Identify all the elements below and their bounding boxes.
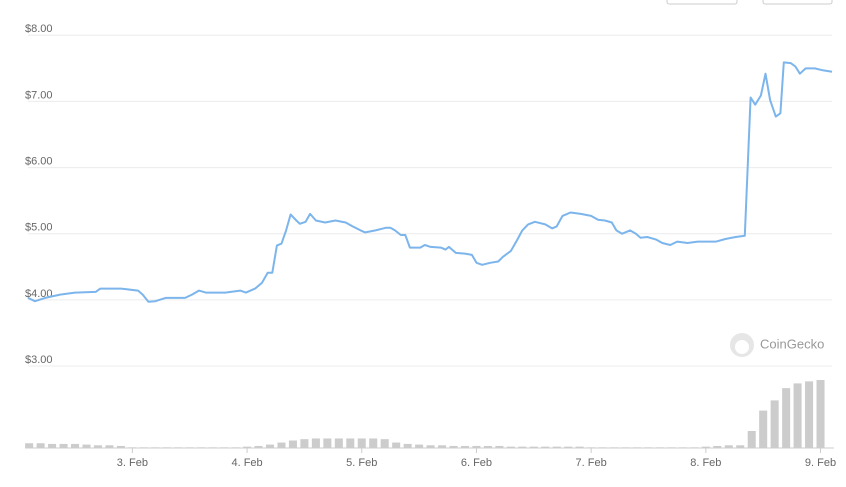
- range-button[interactable]: [666, 0, 738, 5]
- volume-bar: [426, 445, 435, 448]
- plot: $3.00 $4.00 $5.00 $6.00 $7.00 $8.00 3. Feb 4. F…: [25, 23, 836, 469]
- volume-bar: [770, 400, 779, 448]
- volume-bar: [506, 446, 515, 448]
- volume-bar: [782, 388, 791, 448]
- x-tick-label: 8. Feb: [690, 457, 721, 469]
- volume-bar: [759, 410, 768, 448]
- volume-bar: [575, 446, 584, 448]
- volume-bar: [36, 443, 45, 448]
- volume-bar: [736, 445, 745, 448]
- volume-bar: [392, 442, 401, 448]
- volume-bar: [816, 380, 825, 448]
- volume-bar: [323, 438, 332, 448]
- volume-bar: [564, 446, 573, 448]
- volume-bar: [369, 438, 378, 448]
- volume-bar: [311, 438, 320, 448]
- volume-bar: [552, 446, 561, 448]
- volume-bar: [518, 446, 527, 448]
- y-tick-label: $7.00: [25, 89, 53, 101]
- volume-bar: [495, 445, 504, 448]
- volume-bar: [243, 446, 252, 448]
- volume-bar: [277, 442, 286, 448]
- volume-bar: [403, 443, 412, 448]
- x-tick-label: 4. Feb: [231, 457, 262, 469]
- y-tick-label: $5.00: [25, 222, 53, 234]
- volume-bar: [334, 438, 343, 448]
- volume-bar: [724, 445, 733, 448]
- volume-bar: [265, 444, 275, 448]
- volume-bar: [449, 445, 458, 448]
- y-tick-label: $8.00: [25, 23, 53, 35]
- price-line: [27, 61, 833, 303]
- x-tick-label: 9. Feb: [805, 457, 836, 469]
- x-tick-label: 6. Feb: [461, 457, 492, 469]
- y-tick-label: $6.00: [25, 155, 53, 167]
- y-tick-label: $4.00: [25, 288, 53, 300]
- volume-bar: [25, 443, 34, 448]
- volume-bar: [460, 445, 469, 448]
- volume-bar: [713, 445, 722, 448]
- volume-bar: [59, 443, 68, 448]
- x-tick-label: 5. Feb: [346, 457, 377, 469]
- x-tick-label: 3. Feb: [117, 457, 148, 469]
- volume-bar: [415, 444, 424, 448]
- volume-bar: [116, 445, 125, 448]
- volume-bar: [483, 445, 492, 448]
- volume-bar: [438, 445, 447, 448]
- volume-bar: [380, 439, 389, 448]
- range-button[interactable]: [762, 0, 833, 5]
- volume-bar: [747, 431, 756, 448]
- volume-bar: [93, 445, 102, 448]
- watermark-logo: [735, 340, 749, 354]
- volume-bar: [529, 446, 538, 448]
- y-tick-label: $3.00: [25, 354, 53, 366]
- watermark: CoinGecko: [730, 333, 824, 357]
- volume-bar: [71, 443, 80, 448]
- volume-bar: [357, 438, 366, 448]
- volume-bar: [541, 446, 550, 448]
- volume-bar: [701, 446, 710, 448]
- volume-bar: [472, 445, 481, 448]
- volume-bar: [793, 383, 802, 448]
- volume-bar: [254, 445, 263, 448]
- volume-bar: [288, 440, 297, 448]
- volume-bar: [105, 445, 114, 448]
- volume-bar: [300, 439, 309, 448]
- volume-bar: [805, 381, 814, 448]
- x-tick-label: 7. Feb: [576, 457, 607, 469]
- watermark-text: CoinGecko: [760, 336, 824, 351]
- volume-bar: [346, 438, 355, 448]
- volume-bar: [82, 444, 91, 448]
- volume-bar: [48, 443, 57, 448]
